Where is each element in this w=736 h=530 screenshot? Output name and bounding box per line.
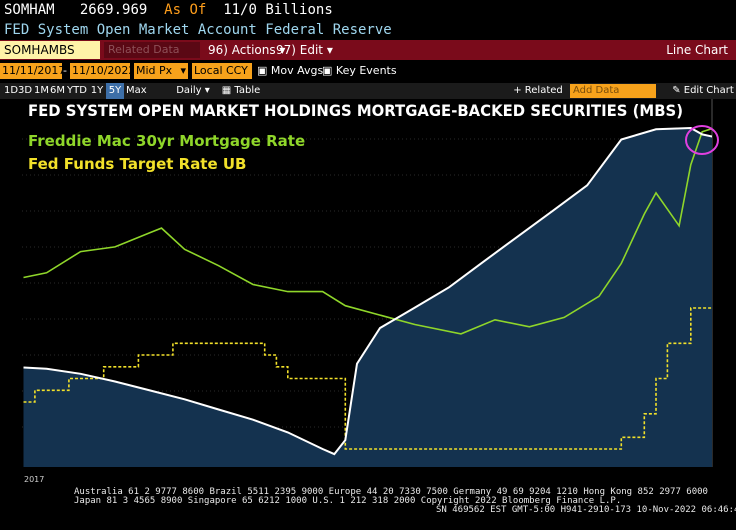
related-field[interactable]: Related Data <box>104 42 200 58</box>
edit-icon: ✎ <box>672 85 681 96</box>
range-tab-1m[interactable]: 1M <box>34 85 49 96</box>
range-tab-5y[interactable]: 5Y <box>106 83 124 99</box>
range-tab-3d[interactable]: 3D <box>18 85 33 96</box>
range-tab-ytd[interactable]: YTD <box>67 85 87 96</box>
security-header: SOMHAM 2669.969 As Of 11/0 Billions <box>0 0 736 20</box>
legend-fed-funds: Fed Funds Target Rate UB <box>28 155 247 173</box>
legend-mortgage: Freddie Mac 30yr Mortgage Rate <box>28 132 305 150</box>
view-type-label: Line Chart <box>666 43 728 57</box>
footer-contacts-2: Japan 81 3 4565 8900 Singapore 65 6212 1… <box>74 496 622 506</box>
range-tab-1d[interactable]: 1D <box>4 85 19 96</box>
range-tab-1y[interactable]: 1Y <box>90 85 104 96</box>
units-label: 11/0 Billions <box>223 2 333 18</box>
checkbox-icon: ▣ <box>322 64 333 77</box>
edit-chart-button[interactable]: ✎ Edit Chart <box>672 85 734 96</box>
last-value: 2669.969 <box>79 2 148 18</box>
add-data-field[interactable]: Add Data <box>570 84 656 98</box>
range-tabs-bar: 1D 3D 1M 6M YTD 1Y 5Y Max Daily ▾ ▦ Table + Rel… <box>0 83 736 112</box>
range-tab-6m[interactable]: 6M <box>50 85 65 96</box>
security-description: FED System Open Market Account Federal R… <box>4 22 392 38</box>
table-button[interactable]: ▦ Table <box>221 85 261 96</box>
footer-timestamp: SN 469562 EST GMT-5:00 H941-2910-173 10-… <box>436 505 736 515</box>
line-chart: 2017 FED SYSTEM OPEN MARKET HOLDINGS MOR… <box>0 99 736 486</box>
edit-menu[interactable]: 97) Edit ▾ <box>276 43 333 57</box>
function-toolbar: SOMHAMBS Index Related Data 96) Actions … <box>0 40 736 75</box>
range-tab-max[interactable]: Max <box>126 85 147 96</box>
ticker-symbol: SOMHAM <box>4 2 55 18</box>
footer-contacts: Australia 61 2 9777 8600 Brazil 5511 239… <box>74 487 708 497</box>
mbs-series-line <box>23 126 712 456</box>
as-of-label: As Of <box>164 2 207 18</box>
table-icon: ▦ <box>221 85 232 96</box>
date-controls: 11/11/2017 - 11/10/2022 Mid Px ▾ Local CC… <box>0 63 397 93</box>
footer: Australia 61 2 9777 8600 Brazil 5511 239… <box>0 486 736 530</box>
start-date-field[interactable]: 11/11/2017 <box>0 63 66 79</box>
mortgage-series-line <box>23 127 712 335</box>
related-data-button[interactable]: + Related Dat <box>513 85 563 112</box>
x-tick-label: 2017 <box>24 475 44 484</box>
mov-avgs-toggle[interactable]: ▣ Mov Avgs <box>257 64 324 77</box>
period-select[interactable]: Daily ▾ <box>176 85 210 96</box>
currency-select[interactable]: Local CCY▾ <box>192 63 252 93</box>
checkbox-icon: ▣ <box>257 64 268 77</box>
chart-title: FED SYSTEM OPEN MARKET HOLDINGS MORTGAGE… <box>28 101 683 120</box>
fed-funds-series-line <box>23 272 712 450</box>
end-date-field[interactable]: 11/10/2022 <box>70 63 136 79</box>
security-field[interactable]: SOMHAMBS Index <box>0 41 100 75</box>
highlight-circle <box>685 125 719 155</box>
key-events-toggle[interactable]: ▣ Key Events <box>322 64 397 77</box>
actions-menu[interactable]: 96) Actions ▾ <box>208 43 286 57</box>
price-type-select[interactable]: Mid Px ▾ <box>134 63 188 79</box>
mbs-area-fill <box>23 128 712 467</box>
